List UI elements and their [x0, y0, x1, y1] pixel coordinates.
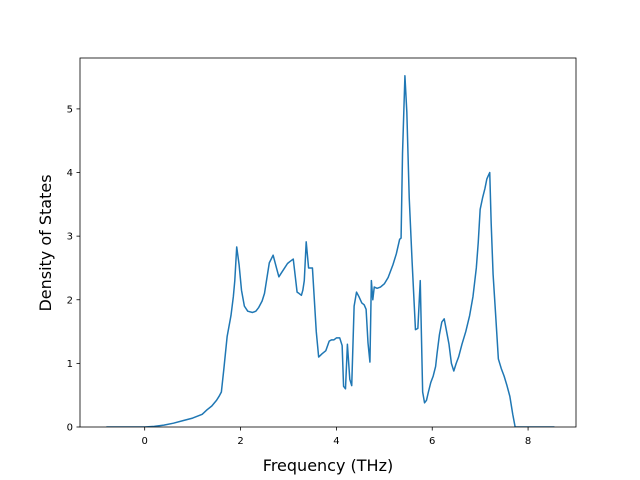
y-axis-label: Density of States	[36, 174, 55, 311]
y-tick-label: 1	[67, 359, 73, 370]
x-tick-label: 2	[237, 436, 243, 447]
y-tick-label: 5	[67, 104, 73, 115]
x-tick-label: 6	[429, 436, 435, 447]
y-tick-label: 3	[67, 232, 73, 243]
axes-frame	[79, 57, 577, 428]
plot-area	[79, 57, 577, 428]
dos-line	[106, 75, 555, 427]
x-axis-label: Frequency (THz)	[263, 456, 393, 475]
y-tick-label: 4	[67, 168, 73, 179]
x-tick-label: 0	[142, 436, 148, 447]
y-tick-label: 2	[67, 295, 73, 306]
y-tick-label: 0	[67, 423, 73, 434]
x-tick-label: 8	[525, 436, 531, 447]
x-tick-label: 4	[333, 436, 339, 447]
axis-ticks: 0 2 4 6 8 0 1 2 3 4 5	[67, 104, 532, 447]
